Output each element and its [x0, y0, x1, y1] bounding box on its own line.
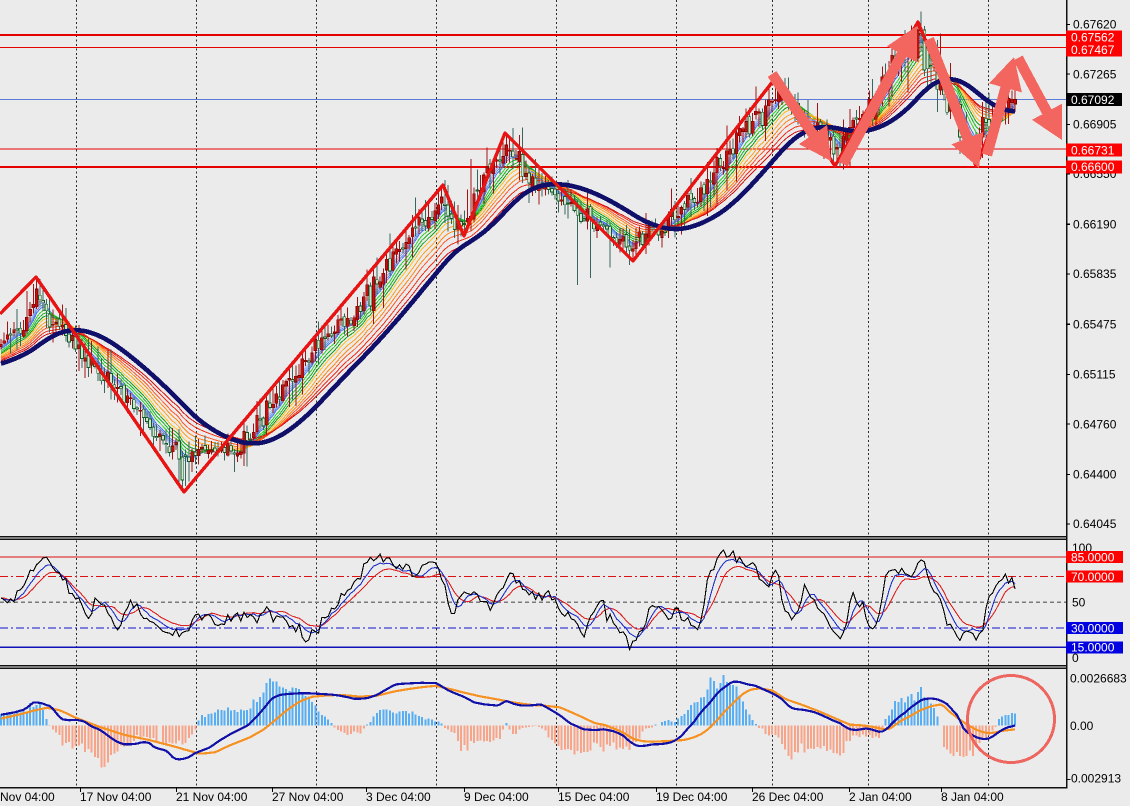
svg-text:0.67092: 0.67092: [1071, 93, 1115, 107]
svg-text:0.67562: 0.67562: [1071, 30, 1115, 44]
svg-text:27 Nov 04:00: 27 Nov 04:00: [272, 790, 344, 804]
svg-text:15 Dec 04:00: 15 Dec 04:00: [558, 790, 630, 804]
svg-text:70.0000: 70.0000: [1071, 570, 1115, 584]
svg-text:0.64045: 0.64045: [1073, 517, 1117, 531]
svg-text:Nov 04:00: Nov 04:00: [0, 790, 55, 804]
svg-text:8 Jan 04:00: 8 Jan 04:00: [941, 790, 1004, 804]
svg-text:0.67265: 0.67265: [1073, 67, 1117, 81]
svg-text:0.64760: 0.64760: [1073, 417, 1117, 431]
svg-text:9 Dec 04:00: 9 Dec 04:00: [464, 790, 529, 804]
svg-text:21 Nov 04:00: 21 Nov 04:00: [176, 790, 248, 804]
svg-text:0.65835: 0.65835: [1073, 267, 1117, 281]
svg-text:19 Dec 04:00: 19 Dec 04:00: [656, 790, 728, 804]
svg-text:3 Dec 04:00: 3 Dec 04:00: [366, 790, 431, 804]
svg-text:0.65475: 0.65475: [1073, 317, 1117, 331]
svg-text:-0.002913: -0.002913: [1067, 772, 1121, 786]
svg-text:0.66905: 0.66905: [1073, 118, 1117, 132]
svg-text:26 Dec 04:00: 26 Dec 04:00: [752, 790, 824, 804]
svg-text:17 Nov 04:00: 17 Nov 04:00: [80, 790, 152, 804]
svg-text:30.0000: 30.0000: [1071, 621, 1115, 635]
svg-text:85.0000: 85.0000: [1071, 550, 1115, 564]
svg-text:0.67467: 0.67467: [1071, 43, 1115, 57]
svg-text:0.66190: 0.66190: [1073, 218, 1117, 232]
svg-text:15.0000: 15.0000: [1071, 641, 1115, 655]
svg-text:0.66731: 0.66731: [1071, 143, 1115, 157]
svg-text:0.66600: 0.66600: [1071, 160, 1115, 174]
svg-text:2 Jan 04:00: 2 Jan 04:00: [849, 790, 912, 804]
svg-text:50: 50: [1072, 596, 1086, 610]
svg-text:0.64400: 0.64400: [1073, 468, 1117, 482]
svg-text:0.67620: 0.67620: [1073, 18, 1117, 32]
svg-text:0.65115: 0.65115: [1073, 368, 1116, 382]
svg-text:0.0026683: 0.0026683: [1070, 672, 1127, 686]
svg-text:0: 0: [1072, 651, 1079, 665]
svg-text:0.00: 0.00: [1070, 719, 1094, 733]
